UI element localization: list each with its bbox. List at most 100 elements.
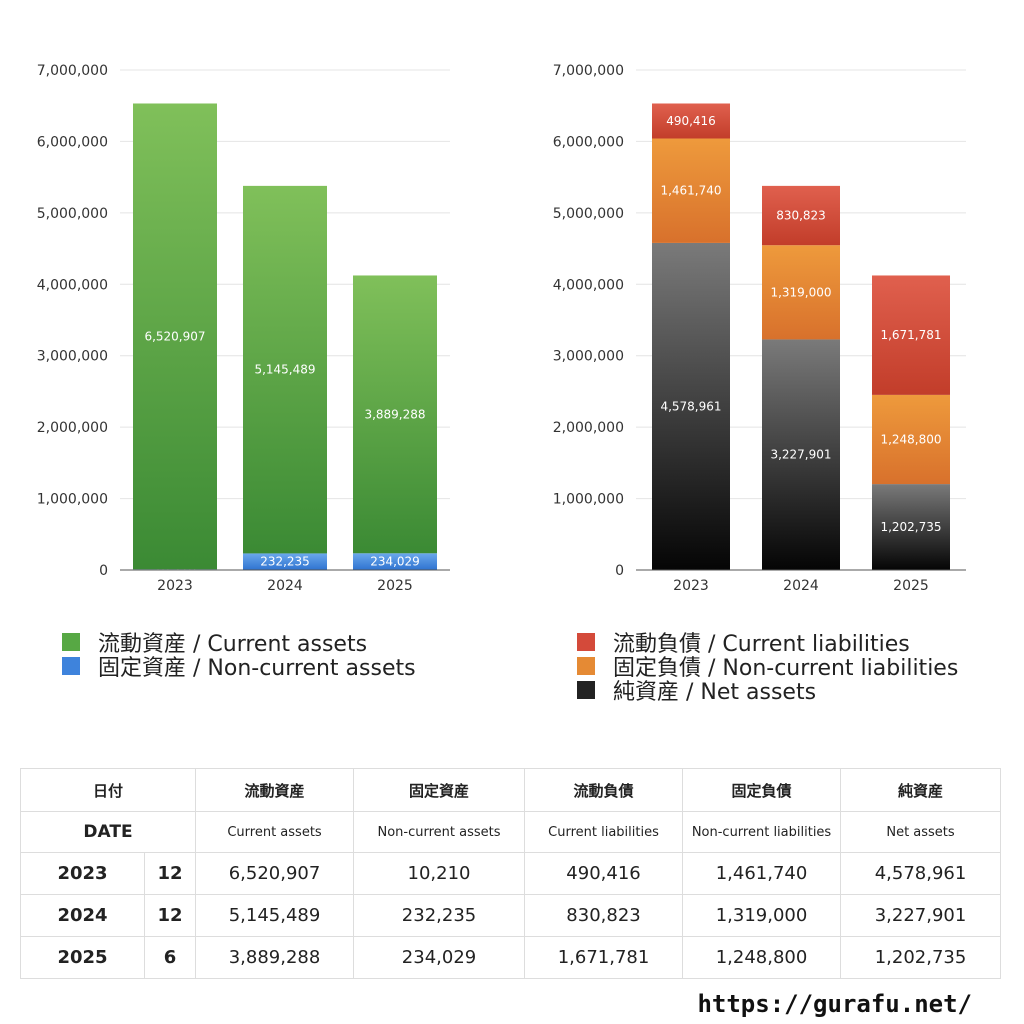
cell-non-current-liabilities: 1,461,740: [682, 852, 842, 895]
data-label: 1,248,800: [880, 432, 941, 446]
legend-swatch-net-assets: [577, 681, 595, 699]
source-url: https://gurafu.net/: [697, 990, 972, 1018]
table-row: 2023 12 6,520,907 10,210 490,416 1,461,7…: [20, 852, 1002, 895]
y-tick-label: 2,000,000: [553, 420, 624, 436]
bar-segment: [872, 275, 950, 395]
header-net-assets-jp: 純資産: [840, 768, 1002, 812]
assets-legend: 流動資産 / Current assets 固定資産 / Non-current…: [62, 630, 416, 681]
y-tick-label: 7,000,000: [553, 63, 624, 79]
data-label: 5,145,489: [254, 363, 315, 377]
cell-current-assets: 6,520,907: [195, 852, 355, 895]
y-tick-label: 0: [615, 563, 624, 579]
data-label: 234,029: [370, 555, 420, 569]
table-row: 2024 12 5,145,489 232,235 830,823 1,319,…: [20, 894, 1002, 937]
header-current-assets-jp: 流動資産: [195, 768, 355, 812]
bar-segment: [762, 245, 840, 340]
header-net-assets-en: Net assets: [840, 811, 1002, 853]
legend-item-net-assets: 純資産 / Net assets: [577, 678, 958, 705]
bar-segment: [353, 553, 437, 570]
x-tick-label: 2023: [673, 578, 709, 594]
cell-non-current-assets: 232,235: [353, 894, 526, 937]
cell-current-liabilities: 490,416: [524, 852, 684, 895]
data-label: 6,520,907: [144, 329, 205, 343]
x-tick-label: 2024: [267, 578, 303, 594]
y-tick-label: 3,000,000: [553, 349, 624, 365]
legend-item-current-liabilities: 流動負債 / Current liabilities: [577, 630, 958, 657]
legend-label-current-assets: 流動資産 / Current assets: [98, 632, 368, 657]
x-tick-label: 2025: [377, 578, 413, 594]
bar-segment: [872, 484, 950, 570]
legend-swatch-current-liabilities: [577, 633, 595, 651]
header-non-current-assets-en: Non-current assets: [353, 811, 526, 853]
cell-net-assets: 3,227,901: [840, 894, 1002, 937]
data-label: 830,823: [776, 209, 826, 223]
y-tick-label: 6,000,000: [37, 134, 108, 150]
cell-non-current-liabilities: 1,319,000: [682, 894, 842, 937]
header-current-liabilities-en: Current liabilities: [524, 811, 684, 853]
legend-item-non-current-assets: 固定資産 / Non-current assets: [62, 654, 416, 681]
header-current-liabilities-jp: 流動負債: [524, 768, 684, 812]
header-current-assets-en: Current assets: [195, 811, 355, 853]
legend-swatch-non-current-liabilities: [577, 657, 595, 675]
data-label: 3,227,901: [770, 448, 831, 462]
bar-segment: [762, 185, 840, 246]
legend-label-current-liabilities: 流動負債 / Current liabilities: [613, 632, 910, 657]
y-tick-label: 3,000,000: [37, 349, 108, 365]
y-tick-label: 4,000,000: [553, 277, 624, 293]
cell-current-liabilities: 830,823: [524, 894, 684, 937]
table-header-en: DATE Current assets Non-current assets C…: [19, 811, 1002, 853]
cell-net-assets: 1,202,735: [840, 936, 1002, 979]
legend-label-net-assets: 純資産 / Net assets: [613, 680, 817, 705]
cell-current-assets: 3,889,288: [195, 936, 355, 979]
bar-segment: [243, 553, 327, 570]
header-date-jp: 日付: [19, 768, 197, 812]
y-tick-label: 1,000,000: [553, 492, 624, 508]
liabilities-chart: 0 1,000,000 2,000,000 3,000,000 4,000,000 5,0…: [553, 63, 966, 594]
cell-net-assets: 4,578,961: [840, 852, 1002, 895]
bar-segment: [652, 242, 730, 571]
legend-label-non-current-liabilities: 固定負債 / Non-current liabilities: [613, 656, 959, 681]
liabilities-legend: 流動負債 / Current liabilities 固定負債 / Non-cu…: [577, 630, 958, 705]
bar-segment: [872, 394, 950, 485]
assets-chart: 0 1,000,000 2,000,000 3,000,000 4,000,000 5,0…: [37, 63, 450, 594]
data-label: 1,461,740: [660, 184, 721, 198]
y-tick-label: 7,000,000: [37, 63, 108, 79]
row-year: 2023: [20, 852, 145, 895]
bar-segment: [652, 138, 730, 243]
data-label: 1,202,735: [880, 520, 941, 534]
y-tick-label: 4,000,000: [37, 277, 108, 293]
cell-non-current-assets: 10,210: [353, 852, 526, 895]
cell-current-liabilities: 1,671,781: [524, 936, 684, 979]
y-tick-label: 5,000,000: [553, 206, 624, 222]
y-tick-label: 1,000,000: [37, 492, 108, 508]
data-label: 490,416: [666, 114, 716, 128]
legend-swatch-current-assets: [62, 633, 80, 651]
legend-item-current-assets: 流動資産 / Current assets: [62, 630, 416, 657]
row-month: 12: [143, 894, 197, 937]
bar-segment: [133, 103, 217, 570]
legend-label-non-current-assets: 固定資産 / Non-current assets: [98, 656, 416, 681]
header-non-current-assets-jp: 固定資産: [353, 768, 526, 812]
cell-non-current-liabilities: 1,248,800: [682, 936, 842, 979]
row-month: 12: [143, 852, 197, 895]
y-tick-label: 2,000,000: [37, 420, 108, 436]
x-tick-label: 2025: [893, 578, 929, 594]
header-date-en: DATE: [19, 811, 197, 853]
header-non-current-liabilities-en: Non-current liabilities: [682, 811, 842, 853]
x-tick-label: 2023: [157, 578, 193, 594]
legend-item-non-current-liabilities: 固定負債 / Non-current liabilities: [577, 654, 958, 681]
row-year: 2024: [20, 894, 145, 937]
table-row: 2025 6 3,889,288 234,029 1,671,781 1,248…: [20, 936, 1002, 979]
y-tick-label: 6,000,000: [553, 134, 624, 150]
data-label: 4,578,961: [660, 399, 721, 413]
row-year: 2025: [20, 936, 145, 979]
data-label: 3,889,288: [364, 407, 425, 421]
data-label: 1,671,781: [880, 328, 941, 342]
cell-current-assets: 5,145,489: [195, 894, 355, 937]
data-label: 1,319,000: [770, 285, 831, 299]
legend-swatch-non-current-assets: [62, 657, 80, 675]
table-header-jp: 日付 流動資産 固定資産 流動負債 固定負債 純資産: [19, 768, 1002, 812]
y-tick-label: 5,000,000: [37, 206, 108, 222]
bar-segment: [243, 185, 327, 554]
bar-segment: [652, 103, 730, 139]
